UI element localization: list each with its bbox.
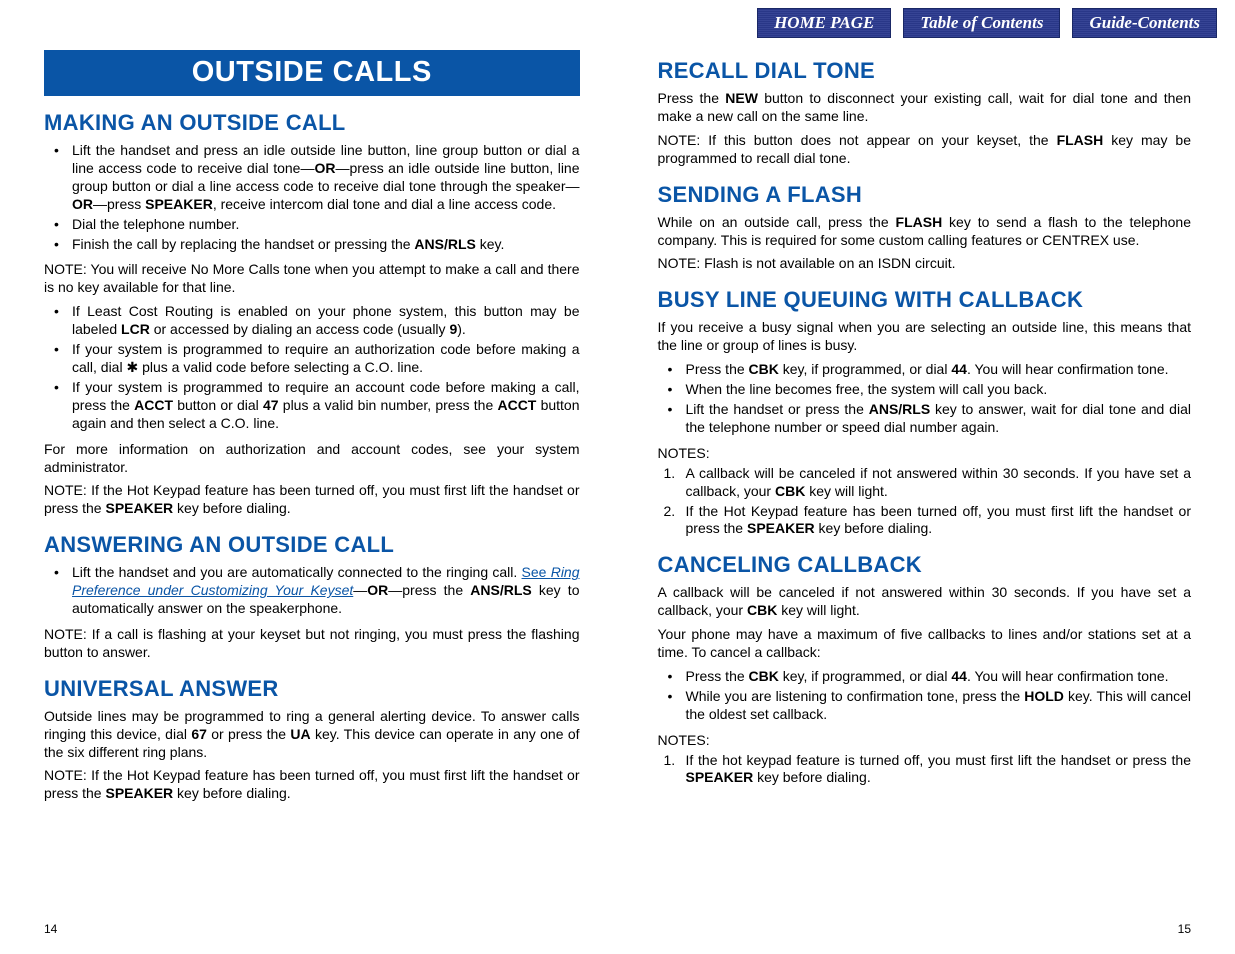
page-number-right: 15: [1178, 922, 1191, 936]
page-columns: OUTSIDE CALLS MAKING AN OUTSIDE CALL Lif…: [0, 50, 1235, 954]
list-item: Lift the handset and you are automatical…: [44, 564, 580, 618]
heading-recall-dial-tone: RECALL DIAL TONE: [658, 58, 1192, 84]
heading-sending-flash: SENDING A FLASH: [658, 182, 1192, 208]
body-text: For more information on authorization an…: [44, 441, 580, 477]
notes-list-busy: A callback will be canceled if not answe…: [658, 465, 1192, 539]
nav-toc[interactable]: Table of Contents: [903, 8, 1060, 38]
nav-guide[interactable]: Guide-Contents: [1072, 8, 1217, 38]
list-item: If the hot keypad feature is turned off,…: [658, 752, 1192, 788]
body-text: While on an outside call, press the FLAS…: [658, 214, 1192, 250]
body-text: Press the NEW button to disconnect your …: [658, 90, 1192, 126]
list-item: If your system is programmed to require …: [44, 379, 580, 433]
list-item: A callback will be canceled if not answe…: [658, 465, 1192, 501]
note-text: NOTE: You will receive No More Calls ton…: [44, 261, 580, 297]
note-text: NOTE: Flash is not available on an ISDN …: [658, 255, 1192, 273]
heading-universal-answer: UNIVERSAL ANSWER: [44, 676, 580, 702]
list-item: Press the CBK key, if programmed, or dia…: [658, 361, 1192, 379]
list-canceling: Press the CBK key, if programmed, or dia…: [658, 668, 1192, 724]
list-item: If Least Cost Routing is enabled on your…: [44, 303, 580, 339]
list-item: Finish the call by replacing the handset…: [44, 236, 580, 254]
list-making-call-1: Lift the handset and press an idle outsi…: [44, 142, 580, 253]
list-item: Lift the handset and press an idle outsi…: [44, 142, 580, 214]
list-item: Lift the handset or press the ANS/RLS ke…: [658, 401, 1192, 437]
body-text: Your phone may have a maximum of five ca…: [658, 626, 1192, 662]
note-text: NOTE: If a call is flashing at your keys…: [44, 626, 580, 662]
list-busy-line: Press the CBK key, if programmed, or dia…: [658, 361, 1192, 437]
note-text: NOTE: If the Hot Keypad feature has been…: [44, 482, 580, 518]
right-column: RECALL DIAL TONE Press the NEW button to…: [618, 50, 1235, 954]
list-item: Press the CBK key, if programmed, or dia…: [658, 668, 1192, 686]
heading-canceling-callback: CANCELING CALLBACK: [658, 552, 1192, 578]
notes-label: NOTES:: [658, 445, 1192, 463]
list-item: If the Hot Keypad feature has been turne…: [658, 503, 1192, 539]
note-text: NOTE: If this button does not appear on …: [658, 132, 1192, 168]
nav-tabs: HOME PAGE Table of Contents Guide-Conten…: [757, 8, 1217, 38]
left-column: OUTSIDE CALLS MAKING AN OUTSIDE CALL Lif…: [0, 50, 618, 954]
body-text: A callback will be canceled if not answe…: [658, 584, 1192, 620]
page-number-left: 14: [44, 922, 57, 936]
banner-outside-calls: OUTSIDE CALLS: [44, 50, 580, 96]
heading-making-outside-call: MAKING AN OUTSIDE CALL: [44, 110, 580, 136]
heading-busy-line-queuing: BUSY LINE QUEUING WITH CALLBACK: [658, 287, 1192, 313]
list-item: If your system is programmed to require …: [44, 341, 580, 377]
body-text: If you receive a busy signal when you ar…: [658, 319, 1192, 355]
list-item: While you are listening to confirmation …: [658, 688, 1192, 724]
body-text: Outside lines may be programmed to ring …: [44, 708, 580, 762]
notes-list-canceling: If the hot keypad feature is turned off,…: [658, 752, 1192, 788]
heading-answering-outside-call: ANSWERING AN OUTSIDE CALL: [44, 532, 580, 558]
list-item: When the line becomes free, the system w…: [658, 381, 1192, 399]
notes-label: NOTES:: [658, 732, 1192, 750]
note-text: NOTE: If the Hot Keypad feature has been…: [44, 767, 580, 803]
list-answering: Lift the handset and you are automatical…: [44, 564, 580, 618]
list-item: Dial the telephone number.: [44, 216, 580, 234]
nav-home[interactable]: HOME PAGE: [757, 8, 891, 38]
list-making-call-2: If Least Cost Routing is enabled on your…: [44, 303, 580, 432]
